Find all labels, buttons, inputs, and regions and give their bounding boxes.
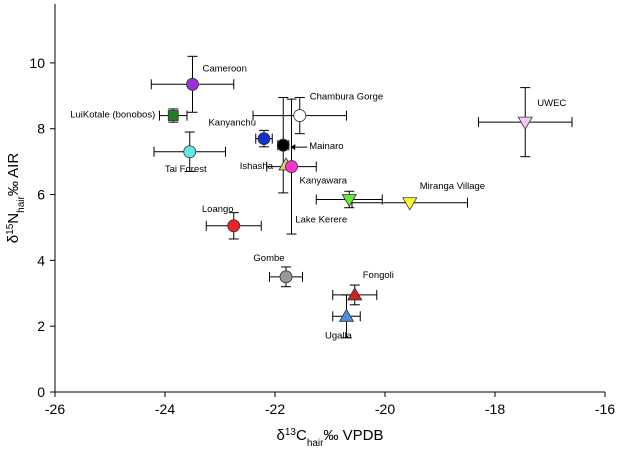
y-tick-label: 10 <box>29 55 45 71</box>
y-tick-label: 2 <box>37 318 45 334</box>
point-gombe-marker <box>279 270 293 284</box>
point-labels: Cameroon LuiKotale (bonobos) Tai Forest Kan… <box>70 63 566 341</box>
point-cameroon-marker <box>186 77 199 91</box>
point-chambura-gorge-marker <box>293 109 307 122</box>
y-tick-label: 6 <box>37 187 45 203</box>
x-ticks: -26 -24 -22 -20 -18 -16 <box>45 392 615 417</box>
point-loango-label: Loango <box>202 204 234 215</box>
point-luikotale-bonobos-label: LuiKotale (bonobos) <box>70 110 155 121</box>
x-tick-label: -18 <box>485 401 505 417</box>
point-ugalla-marker <box>338 308 355 322</box>
point-mainaro-label: Mainaro <box>309 141 343 152</box>
point-fongoli-label: Fongoli <box>363 270 394 281</box>
point-kanyawara-label: Kanyawara <box>300 176 348 187</box>
point-uwec-marker <box>517 116 533 130</box>
data-markers <box>167 77 533 322</box>
y-tick-label: 0 <box>37 384 45 400</box>
point-cameroon-label: Cameroon <box>203 63 247 74</box>
y-tick-label: 8 <box>37 121 45 137</box>
point-kanyawara-marker <box>285 160 298 173</box>
point-tai-forest-marker <box>183 145 197 159</box>
point-mainaro-marker <box>276 138 290 152</box>
point-uwec-label: UWEC <box>537 98 566 109</box>
point-loango-marker <box>227 219 241 233</box>
x-axis-title: δ13Chair‰ VPDB <box>276 427 383 449</box>
point-chambura-gorge-label: Chambura Gorge <box>310 92 383 103</box>
x-tick-label: -22 <box>265 401 285 417</box>
point-miranga-village-marker <box>402 197 418 211</box>
y-ticks: 0 2 4 6 8 10 <box>29 55 55 400</box>
point-ugalla-label: Ugalla <box>325 330 353 341</box>
point-luikotale-bonobos-marker <box>167 110 179 121</box>
point-kanyanchu-label: Kanyanchu <box>208 118 256 129</box>
point-lake-kerere-label: Lake Kerere <box>295 214 347 225</box>
point-tai-forest-label: Tai Forest <box>165 164 207 175</box>
y-tick-label: 4 <box>37 252 45 268</box>
point-gombe-label: Gombe <box>253 253 284 264</box>
plot-frame <box>54 4 605 393</box>
x-tick-label: -26 <box>45 401 65 417</box>
point-kanyanchu-marker <box>257 132 271 146</box>
x-tick-label: -20 <box>375 401 395 417</box>
point-ishasha-label: Ishasha <box>240 161 274 172</box>
point-lake-kerere-marker <box>341 194 357 208</box>
x-tick-label: -24 <box>155 401 175 417</box>
y-axis-title: δ15Nhair‰ AIR <box>5 153 27 244</box>
point-miranga-village-label: Miranga Village <box>420 181 485 192</box>
x-tick-label: -16 <box>595 401 615 417</box>
mainaro-arrow-head <box>290 144 296 151</box>
point-fongoli-marker <box>347 287 363 301</box>
